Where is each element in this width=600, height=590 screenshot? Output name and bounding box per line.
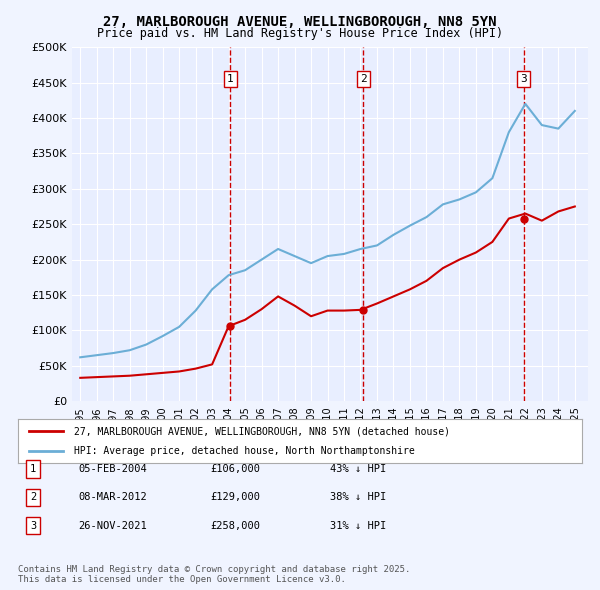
Text: 3: 3 [520,74,527,84]
Text: 1: 1 [30,464,36,474]
Text: Contains HM Land Registry data © Crown copyright and database right 2025.
This d: Contains HM Land Registry data © Crown c… [18,565,410,584]
Text: 27, MARLBOROUGH AVENUE, WELLINGBOROUGH, NN8 5YN (detached house): 27, MARLBOROUGH AVENUE, WELLINGBOROUGH, … [74,427,451,436]
Text: 3: 3 [30,521,36,530]
Text: Price paid vs. HM Land Registry's House Price Index (HPI): Price paid vs. HM Land Registry's House … [97,27,503,40]
Text: 38% ↓ HPI: 38% ↓ HPI [330,493,386,502]
Text: 43% ↓ HPI: 43% ↓ HPI [330,464,386,474]
Text: 27, MARLBOROUGH AVENUE, WELLINGBOROUGH, NN8 5YN: 27, MARLBOROUGH AVENUE, WELLINGBOROUGH, … [103,15,497,29]
Text: 31% ↓ HPI: 31% ↓ HPI [330,521,386,530]
Text: £129,000: £129,000 [210,493,260,502]
Text: HPI: Average price, detached house, North Northamptonshire: HPI: Average price, detached house, Nort… [74,446,415,455]
Text: £258,000: £258,000 [210,521,260,530]
Text: 08-MAR-2012: 08-MAR-2012 [78,493,147,502]
Text: 1: 1 [227,74,233,84]
Text: 26-NOV-2021: 26-NOV-2021 [78,521,147,530]
Text: 2: 2 [30,493,36,502]
Text: 2: 2 [360,74,367,84]
Text: £106,000: £106,000 [210,464,260,474]
Text: 05-FEB-2004: 05-FEB-2004 [78,464,147,474]
